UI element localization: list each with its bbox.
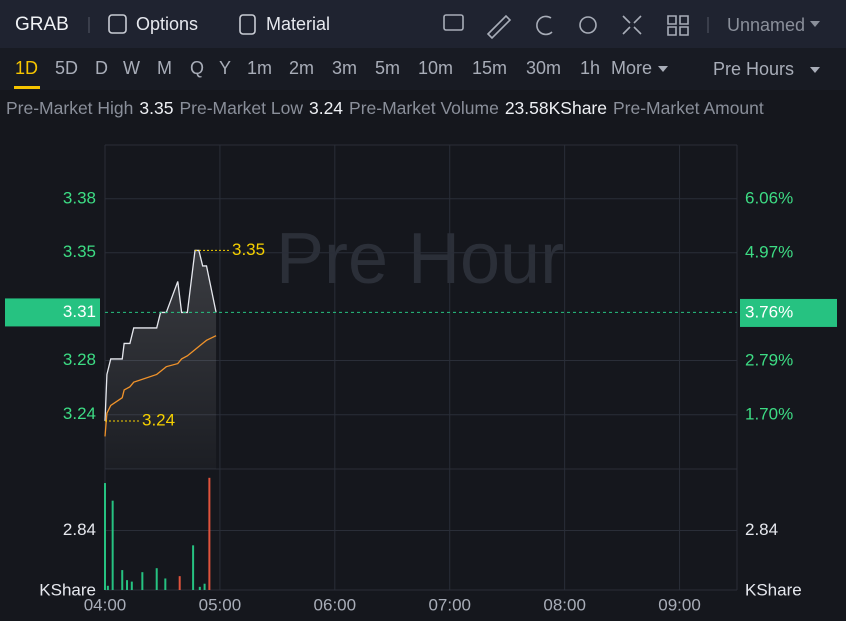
period-tab[interactable]: W [123, 58, 140, 78]
y2-tick-label: 1.70% [745, 404, 793, 423]
y2-tick-label: 6.06% [745, 188, 793, 207]
refresh-icon[interactable] [536, 15, 553, 36]
period-bar [0, 48, 846, 90]
volume-tick-label: 2.84 [745, 520, 778, 539]
material-button[interactable]: Material [266, 14, 330, 34]
volume-unit: KShare [39, 580, 96, 599]
y-tick-label: 3.35 [63, 242, 96, 261]
toolbar [0, 0, 846, 48]
x-tick-label: 07:00 [428, 595, 471, 614]
stat-value: 23.58KShare [505, 98, 607, 118]
stat-value: 3.35 [139, 98, 173, 118]
options-button[interactable]: Options [136, 14, 198, 34]
volume-unit: KShare [745, 580, 802, 599]
stats-row: Pre-Market High 3.35 Pre-Market Low 3.24 Pre… [6, 98, 764, 118]
y-tick-label: 3.28 [63, 350, 96, 369]
period-tab[interactable]: 30m [526, 58, 561, 78]
x-tick-label: 06:00 [314, 595, 357, 614]
volume-bar [130, 581, 133, 590]
tool-icons [443, 14, 689, 40]
y2-tick-label: 4.97% [745, 242, 793, 261]
draw-icon[interactable] [486, 14, 512, 40]
y-tick-label: 3.24 [63, 404, 96, 423]
period-tab[interactable]: 10m [418, 58, 453, 78]
period-tab[interactable]: 5D [55, 58, 78, 78]
current-pct-label: 3.76% [745, 302, 793, 321]
y2-tick-label: 2.79% [745, 350, 793, 369]
material-icon[interactable] [239, 14, 256, 35]
volume-bar [126, 580, 129, 590]
period-tab[interactable]: Y [219, 58, 231, 78]
average-line [104, 335, 217, 437]
stat-label: Pre-Market Volume [349, 98, 499, 118]
dropdown-arrow[interactable] [810, 21, 820, 27]
period-tab[interactable]: Q [190, 58, 204, 78]
stat-label: Pre-Market Low [179, 98, 303, 118]
dropdown-arrow [658, 66, 668, 72]
period-tab[interactable]: More [611, 58, 652, 78]
settings-icon[interactable] [579, 16, 597, 34]
watermark: Pre Hour [276, 219, 564, 299]
period-tab[interactable]: 3m [332, 58, 357, 78]
layout-icon[interactable] [667, 15, 689, 36]
volume-bar [104, 483, 106, 590]
options-icon[interactable] [108, 14, 127, 34]
volume-bar [141, 572, 144, 590]
current-price-label: 3.31 [63, 302, 96, 321]
volume-bar [203, 583, 206, 590]
x-tick-label: 04:00 [84, 595, 127, 614]
x-tick-label: 08:00 [543, 595, 586, 614]
dropdown-arrow[interactable] [810, 67, 820, 73]
y-tick-label: 3.38 [63, 188, 96, 207]
price-area [105, 250, 217, 469]
current-pct-box [740, 298, 837, 327]
fullscreen-icon[interactable] [622, 15, 642, 35]
stat-label: Pre-Market Amount [613, 98, 764, 118]
volume-bar [164, 578, 167, 590]
volume-bar [208, 477, 211, 590]
indicator-icon[interactable] [443, 14, 464, 31]
volume-bar [121, 570, 124, 590]
volume-bar [106, 585, 109, 590]
x-tick-label: 05:00 [199, 595, 242, 614]
volume-bar [198, 586, 201, 590]
period-tab[interactable]: D [95, 58, 108, 78]
stat-value: 3.24 [309, 98, 343, 118]
period-tab[interactable]: 15m [472, 58, 507, 78]
volume-bar [192, 545, 195, 590]
annotation-label: 3.35 [232, 240, 265, 259]
tab-underline [14, 86, 40, 89]
x-tick-label: 09:00 [658, 595, 701, 614]
current-price-box [5, 298, 100, 327]
volume-bar [178, 576, 181, 590]
volume-bar [111, 500, 114, 590]
layout-name[interactable]: Unnamed [727, 15, 805, 35]
period-tab[interactable]: 2m [289, 58, 314, 78]
period-tab[interactable]: 1D [15, 58, 38, 78]
volume-tick-label: 2.84 [63, 520, 96, 539]
session-select[interactable]: Pre Hours [713, 59, 794, 79]
stat-label: Pre-Market High [6, 98, 133, 118]
period-tab[interactable]: 1h [580, 58, 600, 78]
period-tab[interactable]: 1m [247, 58, 272, 78]
period-tab[interactable]: M [157, 58, 172, 78]
period-tab[interactable]: 5m [375, 58, 400, 78]
symbol[interactable]: GRAB [15, 14, 69, 35]
volume-bar [155, 568, 158, 590]
annotation-label: 3.24 [142, 410, 175, 429]
